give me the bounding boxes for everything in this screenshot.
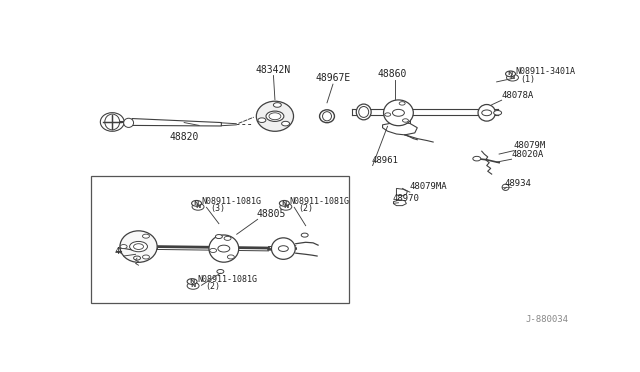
Circle shape xyxy=(217,269,224,273)
Circle shape xyxy=(399,102,405,105)
Ellipse shape xyxy=(105,114,120,130)
Text: N: N xyxy=(191,283,196,288)
Ellipse shape xyxy=(271,238,295,259)
Circle shape xyxy=(120,244,127,248)
Circle shape xyxy=(280,203,292,210)
Ellipse shape xyxy=(383,100,413,126)
Bar xyxy=(91,176,349,303)
Circle shape xyxy=(191,201,202,206)
Circle shape xyxy=(187,282,199,289)
Text: 48970: 48970 xyxy=(392,194,419,203)
Text: 48967E: 48967E xyxy=(316,73,351,83)
Ellipse shape xyxy=(120,231,157,262)
Text: 48025A: 48025A xyxy=(115,247,147,256)
Text: N: N xyxy=(194,201,199,206)
Circle shape xyxy=(210,248,216,253)
Text: N: N xyxy=(282,201,287,206)
Polygon shape xyxy=(383,122,417,135)
Ellipse shape xyxy=(209,235,239,262)
Circle shape xyxy=(493,110,502,115)
Text: 48079M: 48079M xyxy=(514,141,547,150)
Circle shape xyxy=(301,233,308,237)
Text: 48961: 48961 xyxy=(372,156,399,165)
Circle shape xyxy=(506,71,515,77)
Circle shape xyxy=(269,113,281,120)
Circle shape xyxy=(143,234,150,238)
Text: 48079MA: 48079MA xyxy=(410,182,447,191)
Circle shape xyxy=(216,235,222,238)
Circle shape xyxy=(187,279,197,284)
Text: N: N xyxy=(508,71,513,76)
Ellipse shape xyxy=(502,184,509,190)
Text: N08911-3401A: N08911-3401A xyxy=(515,67,575,76)
Text: (2): (2) xyxy=(205,282,221,291)
Text: (1): (1) xyxy=(520,75,535,84)
Ellipse shape xyxy=(257,101,294,131)
Circle shape xyxy=(129,241,147,252)
Text: N08911-1081G: N08911-1081G xyxy=(202,197,262,206)
Circle shape xyxy=(266,111,284,121)
Ellipse shape xyxy=(323,112,332,121)
Text: N: N xyxy=(510,75,515,80)
Text: 48934: 48934 xyxy=(504,179,531,189)
Circle shape xyxy=(134,244,143,250)
Text: N: N xyxy=(189,279,195,284)
Text: 48078A: 48078A xyxy=(502,91,534,100)
Circle shape xyxy=(258,118,266,122)
Circle shape xyxy=(482,110,492,116)
Text: 48820: 48820 xyxy=(170,132,199,142)
Text: N: N xyxy=(283,204,289,209)
Text: N08911-1081G: N08911-1081G xyxy=(197,275,257,284)
Circle shape xyxy=(218,245,230,252)
Text: 48020A: 48020A xyxy=(511,150,544,158)
Circle shape xyxy=(273,103,282,107)
Circle shape xyxy=(392,109,404,116)
Circle shape xyxy=(282,121,289,126)
Ellipse shape xyxy=(356,104,371,120)
Circle shape xyxy=(507,74,518,81)
Circle shape xyxy=(227,255,234,259)
Circle shape xyxy=(280,201,289,206)
Polygon shape xyxy=(394,200,406,206)
Ellipse shape xyxy=(124,118,134,128)
Text: 48860: 48860 xyxy=(378,69,407,79)
Ellipse shape xyxy=(478,105,495,121)
Text: N08911-1081G: N08911-1081G xyxy=(289,197,349,206)
Ellipse shape xyxy=(319,110,335,123)
Circle shape xyxy=(224,236,231,240)
Circle shape xyxy=(143,255,150,259)
Circle shape xyxy=(192,203,204,210)
Circle shape xyxy=(403,119,408,122)
Ellipse shape xyxy=(359,106,369,118)
Text: (2): (2) xyxy=(298,204,313,213)
Circle shape xyxy=(278,246,288,251)
Text: 48805: 48805 xyxy=(256,209,285,219)
Polygon shape xyxy=(396,189,408,196)
Text: 48342N: 48342N xyxy=(256,65,291,75)
Text: J-880034: J-880034 xyxy=(525,315,568,324)
Polygon shape xyxy=(132,119,221,126)
Text: (3): (3) xyxy=(211,204,225,213)
Text: N: N xyxy=(195,204,201,209)
Circle shape xyxy=(134,256,141,260)
Circle shape xyxy=(385,113,390,116)
Circle shape xyxy=(473,156,481,161)
